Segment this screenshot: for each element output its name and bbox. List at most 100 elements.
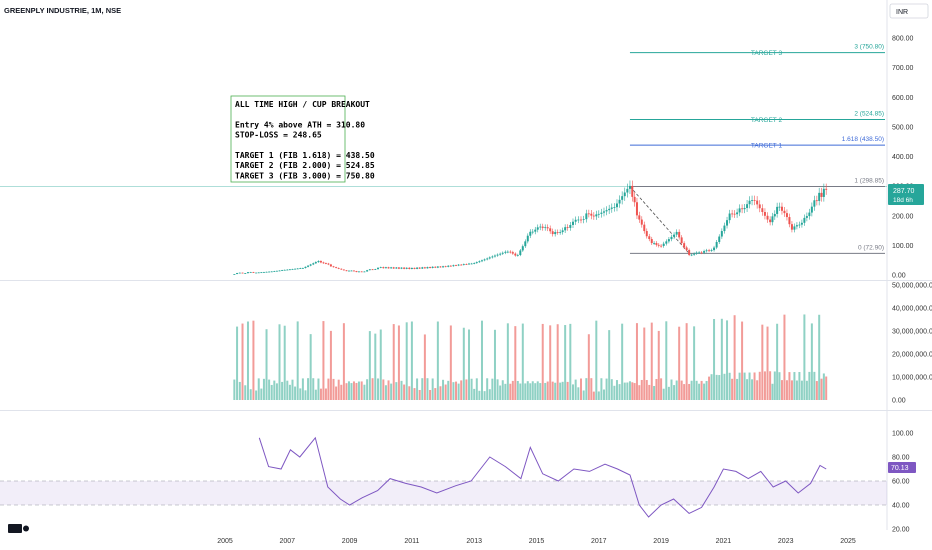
- volume-bar: [327, 378, 330, 400]
- candle-body: [621, 196, 624, 200]
- candle-body: [756, 200, 759, 205]
- candle-body: [743, 207, 746, 210]
- volume-bar: [683, 384, 686, 400]
- candle-body: [486, 258, 489, 260]
- volume-bar: [392, 324, 395, 400]
- volume-bar: [693, 326, 696, 400]
- candle-body: [680, 237, 683, 244]
- candle-body: [488, 257, 491, 259]
- volume-bar: [610, 379, 613, 400]
- volume-bar: [335, 386, 338, 400]
- volume-bar: [738, 372, 741, 400]
- candle-body: [685, 247, 688, 251]
- candle-body: [541, 226, 544, 228]
- volume-bar: [670, 379, 673, 400]
- y-tick-label: 20,000,000.00: [892, 352, 932, 359]
- volume-bar: [439, 386, 442, 400]
- candle-body: [413, 267, 416, 269]
- candle-body: [638, 215, 641, 220]
- volume-bar: [431, 378, 434, 400]
- volume-bar: [317, 378, 320, 400]
- y-tick-label: 200.00: [892, 213, 914, 220]
- volume-bar: [314, 389, 317, 400]
- volume-bar: [366, 379, 369, 400]
- volume-bar: [587, 334, 590, 400]
- fib-anchor-line: [629, 186, 690, 254]
- candle-body: [286, 269, 289, 271]
- volume-bar: [582, 390, 585, 400]
- candle-body: [534, 229, 537, 232]
- volume-bar: [822, 373, 825, 400]
- candle-body: [439, 266, 442, 268]
- currency-selector[interactable]: [889, 3, 929, 19]
- candle-body: [785, 213, 788, 218]
- volume-bar: [249, 389, 252, 400]
- candle-body: [800, 222, 803, 225]
- candle-body: [499, 253, 502, 255]
- candle-body: [436, 266, 439, 268]
- volume-bar: [455, 381, 458, 400]
- candle-body: [653, 243, 656, 244]
- volume-bar: [820, 378, 823, 400]
- candle-body: [363, 271, 366, 273]
- candle-body: [640, 219, 643, 225]
- volume-bar: [761, 324, 764, 400]
- volume-bar: [468, 329, 471, 400]
- candle-body: [741, 208, 744, 210]
- volume-bar: [618, 384, 621, 400]
- candle-body: [705, 250, 708, 252]
- y-tick-label: 0.00: [892, 273, 906, 280]
- volume-bar: [478, 390, 481, 400]
- volume-bar: [633, 383, 636, 400]
- volume-bar: [549, 325, 552, 400]
- candle-body: [808, 212, 811, 217]
- candle-body: [511, 252, 514, 254]
- x-tick-label: 2021: [716, 538, 732, 545]
- candle-body: [531, 231, 534, 233]
- rsi-line: [258, 436, 827, 518]
- volume-bar: [626, 382, 629, 400]
- volume-bar: [605, 378, 608, 400]
- candle-body: [675, 231, 678, 235]
- candle-body: [410, 267, 413, 270]
- volume-bar: [345, 383, 348, 400]
- volume-bar: [585, 378, 588, 400]
- candle-body: [288, 269, 291, 271]
- candle-body: [536, 227, 539, 230]
- volume-bar: [301, 378, 304, 400]
- volume-bar: [700, 380, 703, 400]
- volume-bar: [252, 320, 255, 400]
- volume-bar: [390, 383, 393, 400]
- volume-bar: [352, 381, 355, 400]
- volume-bar: [423, 334, 426, 400]
- candle-body: [788, 217, 791, 225]
- candle-body: [506, 251, 509, 253]
- candle-body: [766, 215, 769, 220]
- candle-body: [715, 242, 718, 248]
- candle-body: [795, 225, 798, 227]
- volume-bar: [733, 315, 736, 400]
- candle-body: [262, 272, 265, 273]
- candle-body: [408, 267, 411, 270]
- volume-bar: [526, 381, 529, 400]
- candle-body: [793, 226, 796, 230]
- volume-bar: [491, 378, 494, 400]
- volume-bar: [442, 379, 445, 400]
- candle-body: [783, 210, 786, 214]
- candle-body: [360, 271, 363, 273]
- candle-body: [442, 266, 445, 268]
- candle-body: [395, 267, 398, 269]
- candle-body: [748, 200, 751, 205]
- chart-title: GREENPLY INDUSTRIE, 1M, NSE: [4, 6, 121, 15]
- candle-body: [574, 219, 577, 222]
- volume-bar: [278, 324, 281, 400]
- volume-bar: [307, 378, 310, 400]
- volume-bar: [281, 381, 284, 400]
- y-tick-label: 800.00: [892, 36, 914, 43]
- volume-bar: [465, 379, 468, 400]
- volume-bar: [377, 378, 380, 400]
- volume-bar: [640, 379, 643, 400]
- candle-body: [296, 268, 299, 270]
- annotation-box[interactable]: ALL TIME HIGH / CUP BREAKOUT Entry 4% abo…: [230, 95, 375, 183]
